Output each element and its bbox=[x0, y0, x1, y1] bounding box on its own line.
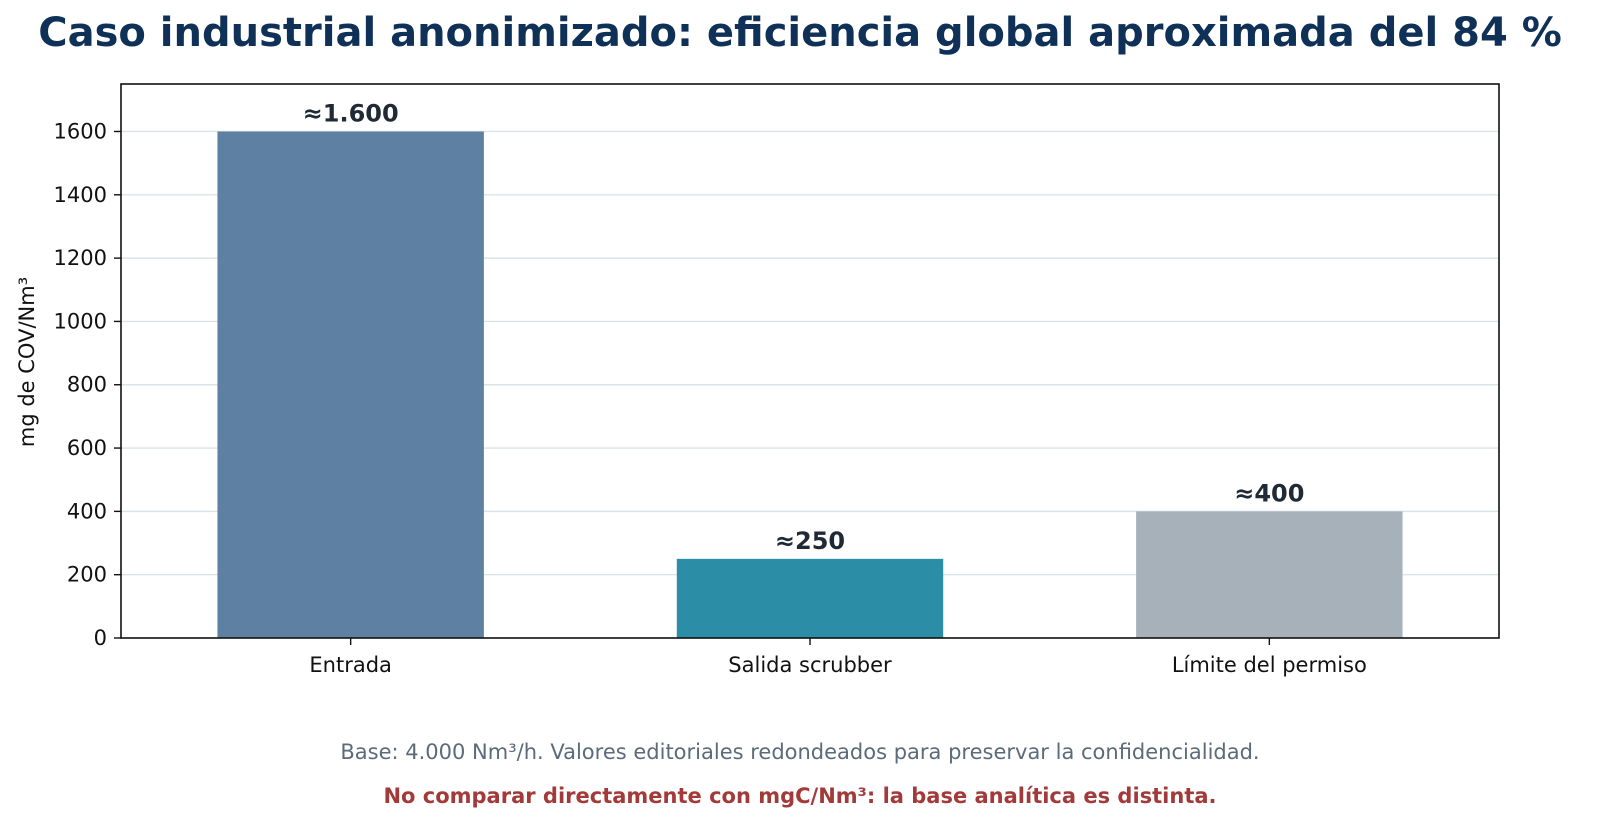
x-tick-label: Límite del permiso bbox=[1172, 653, 1367, 677]
footnote: Base: 4.000 Nm³/h. Valores editoriales r… bbox=[340, 740, 1259, 764]
data-label-3: ≈400 bbox=[1234, 479, 1304, 507]
y-tick-label: 1000 bbox=[54, 309, 107, 333]
y-tick-label: 600 bbox=[67, 436, 107, 460]
y-tick-label: 1600 bbox=[54, 119, 107, 143]
y-tick-label: 400 bbox=[67, 499, 107, 523]
y-axis: 0 200 400 600 800 1000 1200 1400 1600 bbox=[54, 119, 121, 650]
bar-2 bbox=[676, 558, 944, 638]
data-label-1: ≈1.600 bbox=[303, 99, 399, 127]
bar-3 bbox=[1136, 511, 1403, 638]
chart-title: Caso industrial anonimizado: eficiencia … bbox=[38, 10, 1562, 56]
x-tick-label: Entrada bbox=[309, 653, 392, 677]
y-tick-label: 1200 bbox=[54, 246, 107, 270]
y-tick-label: 200 bbox=[67, 563, 107, 587]
data-labels: ≈1.600 ≈250 ≈400 bbox=[303, 99, 1305, 554]
data-label-2: ≈250 bbox=[775, 527, 845, 555]
y-axis-label: mg de COV/Nm³ bbox=[15, 277, 39, 447]
warning-note: No comparar directamente con mgC/Nm³: la… bbox=[383, 784, 1216, 808]
x-tick-label: Salida scrubber bbox=[728, 653, 892, 677]
x-axis: Entrada Salida scrubber Límite del permiso bbox=[309, 638, 1367, 677]
y-tick-label: 1400 bbox=[54, 183, 107, 207]
y-tick-label: 0 bbox=[94, 626, 107, 650]
bars bbox=[217, 131, 1403, 638]
y-tick-label: 800 bbox=[67, 373, 107, 397]
bar-1 bbox=[217, 131, 484, 638]
